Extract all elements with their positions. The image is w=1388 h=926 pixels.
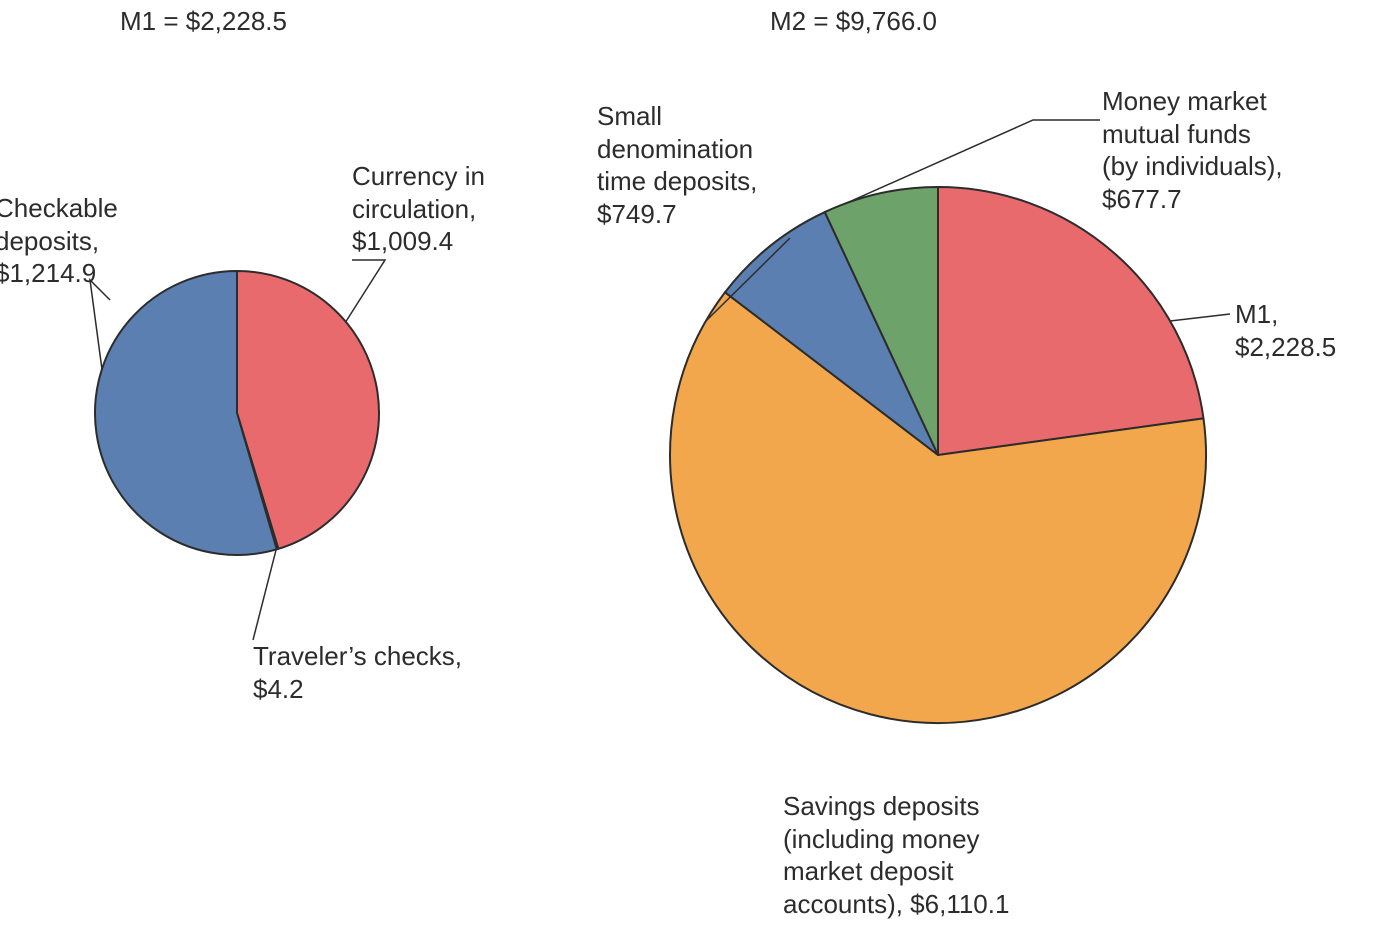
m1-label-currency: Currency incirculation,$1,009.4	[352, 160, 485, 258]
leader-line	[1170, 314, 1230, 321]
m2-label-savings: Savings deposits(including moneymarket d…	[783, 790, 1009, 920]
m1-label-checkable: Checkabledeposits,$1,214.9	[0, 192, 118, 290]
m1-label-travelers: Traveler’s checks,$4.2	[253, 640, 462, 705]
m2-label-mmmf: Money marketmutual funds(by individuals)…	[1102, 85, 1283, 215]
m2-label-m1: M1,$2,228.5	[1235, 298, 1336, 363]
pie-slice-m1_slice	[938, 187, 1203, 455]
m2-label-timedep: Smalldenominationtime deposits,$749.7	[597, 100, 757, 230]
